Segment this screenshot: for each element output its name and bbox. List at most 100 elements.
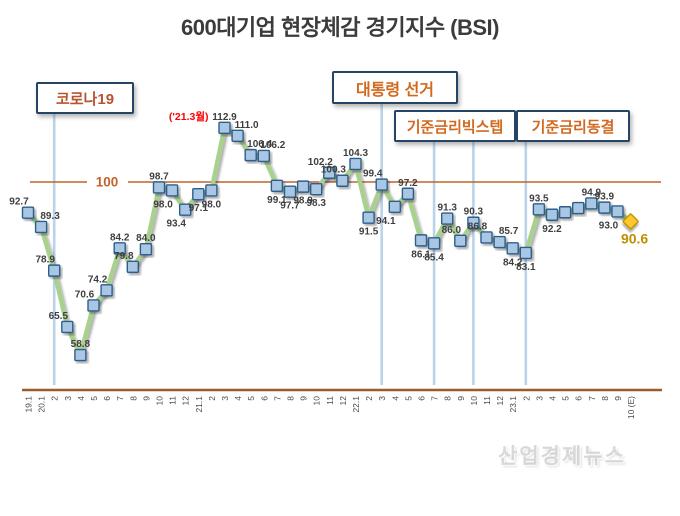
data-point-marker (231, 129, 244, 143)
x-tick-label: 8 (600, 396, 610, 401)
x-tick-label: 7 (115, 396, 125, 401)
x-tick-label: 8 (286, 396, 296, 401)
data-point-marker (427, 237, 441, 250)
final-data-label: 90.6 (621, 230, 648, 246)
data-point-marker (21, 206, 35, 219)
data-label: 102.2 (308, 157, 333, 168)
x-tick-label: 4 (548, 396, 558, 401)
data-point-marker (611, 205, 624, 218)
x-tick-label: 22.1 (351, 396, 361, 413)
peak-note: ('21.3월) (169, 110, 209, 123)
x-tick-label: 3 (220, 396, 230, 401)
data-label: 93.4 (166, 219, 186, 230)
x-tick-label: 3 (534, 396, 544, 401)
data-point-marker (257, 149, 270, 163)
data-point-marker (558, 206, 572, 219)
data-point-marker (61, 320, 74, 334)
x-tick-label: 19.1 (24, 396, 34, 413)
x-tick-label: 20.1 (37, 396, 47, 413)
event-box-corona-label: 코로나19 (55, 90, 115, 108)
data-label: 74.2 (88, 274, 108, 285)
data-point-marker (598, 201, 611, 214)
data-label: 104.3 (343, 148, 368, 159)
x-tick-label: 4 (76, 396, 86, 401)
x-tick-label: 6 (574, 396, 584, 401)
data-point-marker (545, 208, 559, 221)
data-point-marker (310, 182, 323, 196)
data-label: 65.5 (49, 311, 69, 322)
event-box-corona: 코로나19 (36, 82, 134, 114)
data-label: 70.6 (75, 289, 95, 300)
data-label: 98.0 (202, 199, 222, 210)
data-label: 85.7 (499, 226, 519, 237)
data-point-marker (375, 178, 388, 191)
x-tick-label: 11 (482, 396, 492, 405)
x-tick-label: 6 (102, 396, 112, 401)
data-point-marker (244, 148, 257, 162)
data-point-marker (126, 260, 140, 274)
x-tick-label: 2 (521, 396, 531, 401)
event-box-election: 대통령 선거 (332, 71, 458, 104)
data-point-marker (113, 242, 126, 255)
x-tick-label: 4 (390, 396, 400, 401)
data-point-marker (401, 187, 415, 200)
data-label: 83.1 (516, 262, 536, 273)
x-tick-label: 9 (141, 396, 151, 401)
data-label: 92.7 (9, 197, 29, 208)
x-tick-label: 5 (246, 396, 256, 401)
data-point-marker (336, 174, 349, 187)
data-label: 106.4 (247, 139, 272, 150)
x-tick-label: 9 (456, 396, 466, 401)
x-tick-label: 10 (469, 396, 479, 406)
data-label: 97.7 (280, 201, 300, 212)
data-point-marker (100, 284, 113, 297)
event-box-election-label: 대통령 선거 (355, 81, 435, 99)
data-label: 93.0 (599, 220, 619, 231)
data-point-marker (480, 231, 493, 244)
x-tick-label: 23.1 (508, 396, 518, 413)
data-label: 98.7 (149, 171, 169, 182)
data-point-marker (87, 299, 100, 312)
x-tick-label: 11 (168, 396, 178, 405)
data-label: 84.2 (503, 257, 523, 268)
x-tick-label: 7 (430, 396, 440, 401)
data-label: 94.1 (376, 216, 396, 227)
data-label: 98.0 (153, 199, 173, 210)
x-tick-label: 10 (155, 396, 165, 406)
data-point-marker (178, 203, 192, 216)
x-tick-label: 5 (561, 396, 571, 401)
data-label: 91.3 (437, 203, 457, 214)
data-point-marker (283, 185, 297, 198)
data-label: 106.2 (260, 140, 285, 151)
x-tick-label: 3 (63, 396, 73, 401)
data-point-marker (454, 234, 467, 248)
x-tick-label: 6 (259, 396, 269, 401)
x-tick-label: 2 (207, 396, 217, 401)
data-label: 86.0 (442, 225, 462, 236)
x-tick-label: 12 (338, 396, 348, 406)
data-point-marker (270, 179, 284, 192)
data-label: 91.5 (359, 227, 379, 238)
data-point-marker (414, 234, 428, 247)
data-point-marker (388, 200, 401, 213)
event-box-bigstep: 기준금리빅스텝 (394, 110, 516, 142)
data-point-marker (48, 264, 61, 277)
data-point-marker (192, 187, 205, 201)
data-label: 79.8 (114, 251, 134, 262)
data-point-marker (349, 157, 362, 171)
x-tick-label: 9 (613, 396, 623, 401)
data-label: 111.0 (235, 120, 259, 131)
data-label: 99.4 (363, 169, 383, 180)
data-point-marker (34, 220, 48, 234)
data-point-marker (218, 121, 231, 135)
data-point-marker (506, 242, 519, 255)
data-point-marker (467, 216, 480, 229)
x-tick-label: 9 (299, 396, 309, 401)
data-label: 112.9 (212, 112, 237, 123)
data-point-marker (323, 166, 336, 179)
data-label: 86.8 (468, 221, 488, 232)
data-label: 98.9 (293, 196, 313, 207)
data-label: 100.3 (321, 165, 346, 176)
